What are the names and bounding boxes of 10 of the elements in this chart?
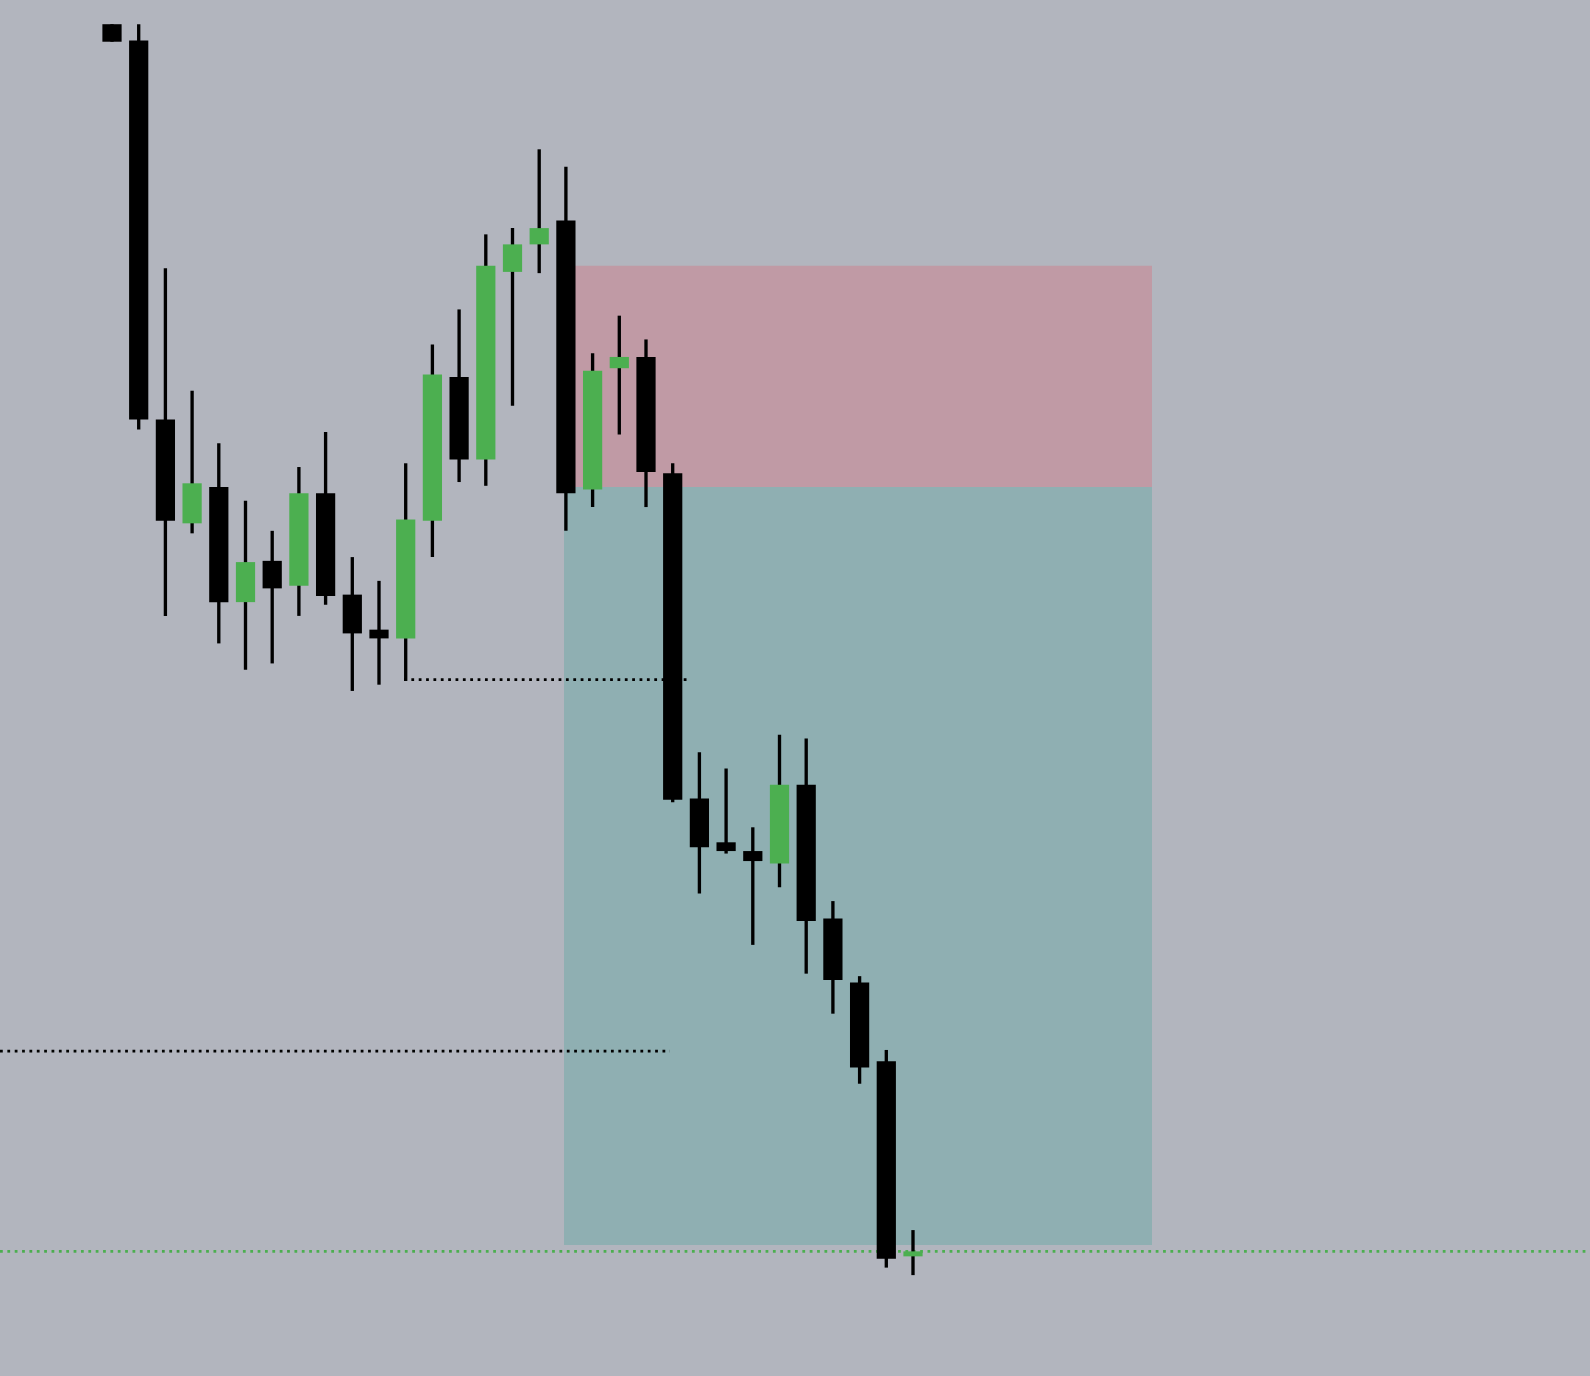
candlestick xyxy=(369,579,389,687)
candlestick xyxy=(743,825,763,947)
candlestick xyxy=(182,389,202,535)
candlestick xyxy=(529,147,549,275)
candlestick xyxy=(262,529,282,666)
candlestick xyxy=(716,766,736,856)
candlestick xyxy=(342,555,362,693)
candlestick xyxy=(502,226,523,408)
candlestick xyxy=(235,499,256,672)
candlestick xyxy=(609,314,629,437)
